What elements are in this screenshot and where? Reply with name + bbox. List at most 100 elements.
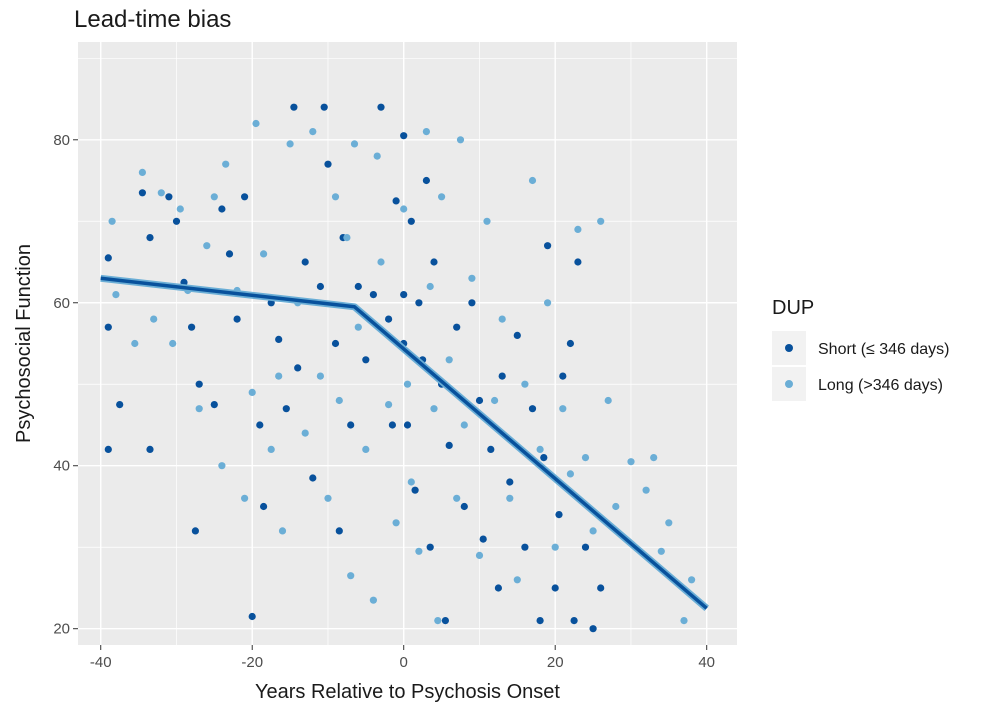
legend-label-long: Long (>346 days) bbox=[818, 377, 943, 394]
point-long bbox=[210, 193, 218, 201]
point-long bbox=[377, 258, 385, 266]
point-short bbox=[369, 291, 377, 299]
point-short bbox=[528, 405, 537, 413]
point-long bbox=[460, 421, 468, 429]
x-tick-label: -40 bbox=[90, 654, 112, 671]
point-short bbox=[165, 193, 173, 201]
y-tick-label: 20 bbox=[53, 621, 70, 638]
chart-title: Lead-time bias bbox=[74, 6, 232, 33]
point-short bbox=[256, 421, 264, 429]
legend-label-short: Short (≤ 346 days) bbox=[818, 341, 950, 358]
point-long bbox=[657, 547, 665, 555]
point-long bbox=[218, 462, 226, 470]
point-short bbox=[513, 331, 521, 339]
point-short bbox=[494, 584, 502, 592]
point-short bbox=[475, 396, 484, 405]
point-short bbox=[487, 445, 495, 453]
point-long bbox=[642, 486, 650, 494]
point-short bbox=[335, 527, 343, 535]
point-short bbox=[536, 617, 544, 625]
point-long bbox=[248, 388, 256, 396]
point-long bbox=[536, 445, 544, 453]
point-short bbox=[581, 543, 590, 551]
point-long bbox=[581, 454, 590, 462]
point-short bbox=[218, 205, 226, 213]
point-short bbox=[403, 421, 412, 429]
point-short bbox=[290, 103, 298, 111]
point-short bbox=[559, 372, 567, 380]
point-short bbox=[188, 323, 196, 331]
point-long bbox=[150, 315, 158, 323]
x-tick-label: 20 bbox=[547, 654, 564, 671]
legend-title: DUP bbox=[772, 297, 814, 319]
point-long bbox=[301, 429, 309, 437]
point-long bbox=[373, 152, 381, 160]
point-short bbox=[392, 197, 400, 205]
point-short bbox=[498, 372, 506, 380]
point-long bbox=[475, 551, 484, 560]
point-long bbox=[176, 205, 184, 213]
point-long bbox=[498, 315, 506, 323]
point-short bbox=[479, 535, 487, 543]
point-long bbox=[286, 140, 294, 148]
point-short bbox=[468, 299, 476, 307]
point-long bbox=[589, 527, 597, 535]
point-long bbox=[275, 372, 283, 380]
point-long bbox=[195, 405, 203, 413]
point-long bbox=[331, 193, 340, 201]
point-short bbox=[210, 401, 218, 409]
point-long bbox=[222, 160, 230, 168]
x-tick-label: 40 bbox=[698, 654, 715, 671]
point-long bbox=[680, 617, 688, 625]
point-long bbox=[612, 502, 620, 511]
point-long bbox=[597, 217, 605, 225]
point-short bbox=[301, 258, 309, 266]
point-short bbox=[400, 291, 408, 299]
point-long bbox=[252, 119, 260, 128]
point-short bbox=[116, 401, 124, 409]
point-long bbox=[350, 140, 359, 148]
point-short bbox=[241, 193, 249, 201]
point-short bbox=[294, 364, 302, 372]
point-short bbox=[260, 502, 268, 511]
point-long bbox=[688, 576, 696, 584]
point-short bbox=[138, 189, 146, 197]
point-short bbox=[362, 356, 370, 364]
point-long bbox=[468, 274, 476, 282]
point-short bbox=[354, 282, 362, 291]
point-long bbox=[483, 217, 491, 225]
point-short bbox=[589, 625, 597, 633]
point-long bbox=[407, 478, 415, 486]
point-short bbox=[233, 315, 241, 323]
point-long bbox=[445, 356, 453, 364]
point-long bbox=[491, 396, 499, 405]
point-long bbox=[665, 519, 673, 527]
point-long bbox=[415, 547, 423, 555]
point-short bbox=[104, 254, 112, 262]
point-long bbox=[260, 250, 268, 258]
trend-line bbox=[100, 274, 709, 611]
point-short bbox=[385, 315, 393, 323]
point-short bbox=[400, 132, 408, 140]
point-short bbox=[146, 445, 154, 453]
point-short bbox=[248, 612, 256, 621]
y-tick-label: 60 bbox=[53, 295, 70, 312]
point-long bbox=[335, 396, 343, 405]
point-short bbox=[388, 421, 396, 429]
point-short bbox=[331, 339, 340, 348]
point-long bbox=[566, 470, 575, 478]
point-short bbox=[574, 258, 582, 266]
point-short bbox=[377, 103, 385, 111]
point-long bbox=[506, 494, 514, 502]
point-short bbox=[597, 584, 605, 592]
point-short bbox=[544, 242, 552, 250]
legend-dot-short bbox=[785, 344, 793, 352]
point-long bbox=[131, 339, 139, 348]
x-axis-title: Years Relative to Psychosis Onset bbox=[255, 681, 560, 703]
point-long bbox=[369, 596, 377, 604]
y-axis-title: Psychosocial Function bbox=[13, 244, 35, 443]
point-long bbox=[528, 176, 537, 185]
point-short bbox=[191, 527, 199, 535]
point-short bbox=[521, 543, 529, 551]
